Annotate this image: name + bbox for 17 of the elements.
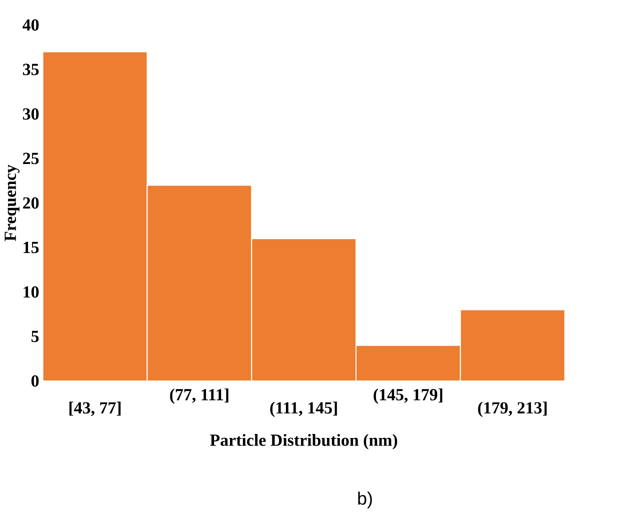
x-tick-label: [43, 77] xyxy=(69,402,121,416)
x-tick-label: (111, 145] xyxy=(270,402,337,418)
y-tick-label: 0 xyxy=(31,375,39,387)
y-tick-label: 5 xyxy=(31,330,39,342)
x-tick-label: (145, 179] xyxy=(374,388,442,404)
y-axis-title: Frequency xyxy=(4,164,20,242)
x-axis-title: Particle Distribution (nm) xyxy=(210,434,398,450)
y-tick-label: 10 xyxy=(24,286,39,298)
x-tick-label: (77, 111] xyxy=(170,388,228,404)
text: b) xyxy=(358,492,372,508)
y-tick-label: 40 xyxy=(22,19,39,31)
y-tick-label: 35 xyxy=(22,64,39,76)
x-tick-label: (179, 213] xyxy=(478,402,547,418)
y-tick-label: 30 xyxy=(22,108,39,120)
y-tick-label: 20 xyxy=(23,197,39,209)
y-tick-label: 15 xyxy=(24,242,39,254)
y-tick-label: 25 xyxy=(23,152,39,164)
